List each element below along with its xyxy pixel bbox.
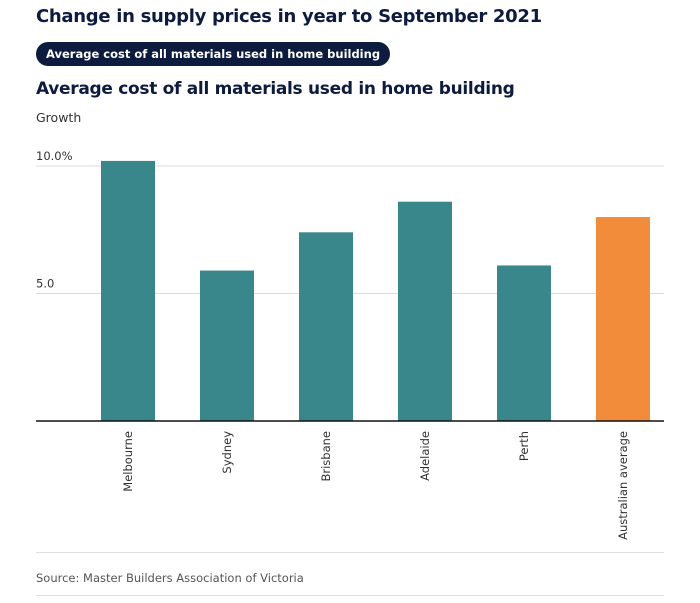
page-title: Change in supply prices in year to Septe… bbox=[36, 6, 542, 27]
footer-divider bbox=[36, 595, 664, 596]
bar-adelaide bbox=[398, 201, 452, 421]
x-tick-label: Adelaide bbox=[418, 431, 432, 481]
bar-chart: 10.0% 5.0 Melbourne Sydney Brisbane Adelaide P… bbox=[36, 149, 664, 540]
x-tick-label: Brisbane bbox=[319, 431, 333, 482]
y-tick-label: 5.0 bbox=[36, 277, 54, 291]
footer-divider bbox=[36, 552, 664, 553]
bar-perth bbox=[497, 265, 551, 421]
chart-toggle-button[interactable]: Average cost of all materials used in ho… bbox=[36, 42, 391, 66]
chart-title: Average cost of all materials used in ho… bbox=[36, 79, 515, 99]
y-tick-label: 10.0% bbox=[36, 149, 73, 163]
bar-melbourne bbox=[101, 160, 155, 421]
source-note: Source: Master Builders Association of V… bbox=[36, 571, 304, 585]
bar-brisbane bbox=[299, 232, 353, 421]
x-tick-label: Australian average bbox=[616, 431, 630, 540]
bar-australian-average bbox=[596, 217, 650, 421]
x-tick-label: Sydney bbox=[220, 431, 234, 474]
x-tick-label: Perth bbox=[517, 431, 531, 461]
x-tick-label: Melbourne bbox=[121, 431, 135, 492]
y-axis-label: Growth bbox=[36, 110, 82, 125]
bar-sydney bbox=[200, 270, 254, 421]
